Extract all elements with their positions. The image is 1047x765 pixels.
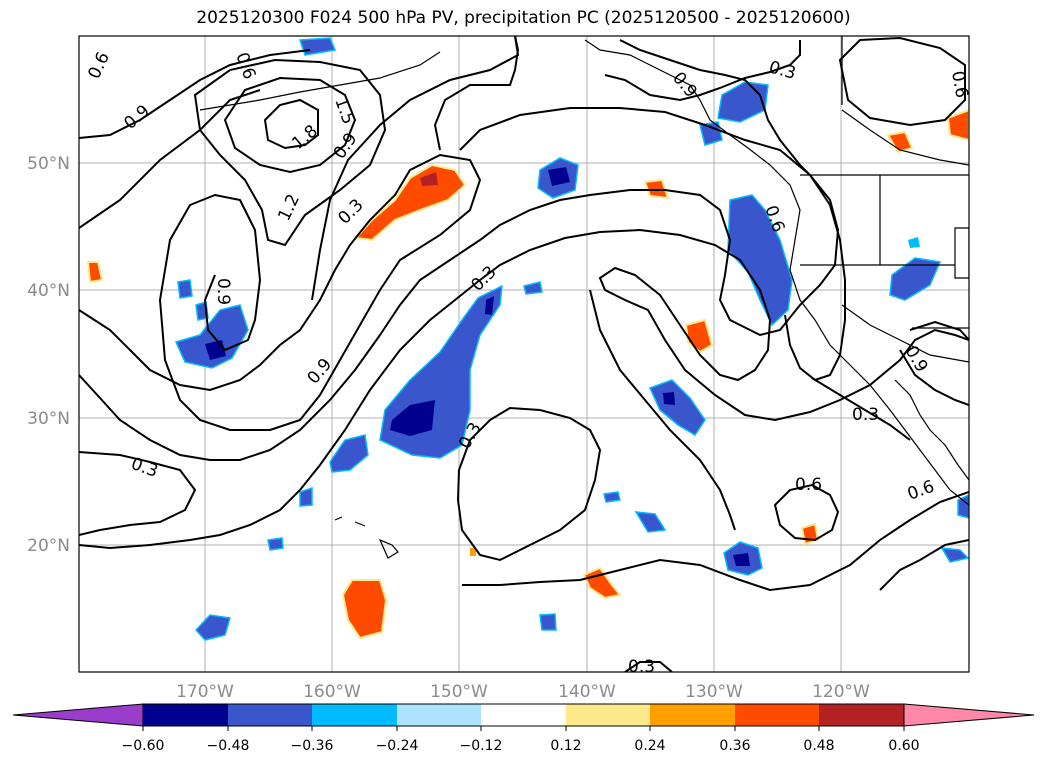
contour-label: 0.3 xyxy=(628,657,655,677)
contour-label: 0.9 xyxy=(213,278,233,305)
map-title: 2025120300 F024 500 hPa PV, precipitatio… xyxy=(196,8,851,28)
colorbar-tick-label: −0.60 xyxy=(122,738,165,754)
contour-label: 0.6 xyxy=(947,69,971,99)
colorbar-tick-marks xyxy=(142,726,905,731)
lat-label-40n: 40°N xyxy=(27,281,70,301)
colorbar: −0.60 −0.48 −0.36 −0.24 −0.12 0.12 0.24 … xyxy=(12,703,1035,754)
map-border xyxy=(78,35,970,673)
colorbar-segment xyxy=(143,704,228,726)
contour-label: 0.3 xyxy=(852,405,879,425)
colorbar-tick-label: 0.24 xyxy=(634,738,665,754)
colorbar-segment xyxy=(735,704,819,726)
colorbar-tick-label: 0.48 xyxy=(803,738,834,754)
latitude-labels: 50°N 40°N 30°N 20°N xyxy=(27,154,70,556)
colorbar-tick-label: −0.24 xyxy=(376,738,419,754)
colorbar-extend-low xyxy=(12,703,144,727)
lon-label-120w: 120°W xyxy=(812,682,870,702)
colorbar-segment xyxy=(312,704,397,726)
pv-contours xyxy=(79,36,969,672)
colorbar-segment xyxy=(481,704,566,726)
colorbar-frame xyxy=(142,703,905,727)
colorbar-tick-label: 0.60 xyxy=(888,738,919,754)
precip-positive-areas xyxy=(86,108,969,640)
colorbar-tick-label: 0.12 xyxy=(550,738,581,754)
lon-label-130w: 130°W xyxy=(685,682,743,702)
lon-label-150w: 150°W xyxy=(430,682,488,702)
lon-label-170w: 170°W xyxy=(176,682,234,702)
lat-label-50n: 50°N xyxy=(27,154,70,174)
longitude-labels: 170°W 160°W 150°W 140°W 130°W 120°W xyxy=(176,682,870,702)
colorbar-extend-high xyxy=(903,703,1035,727)
contour-label: 0.6 xyxy=(795,475,822,495)
lat-label-30n: 30°N xyxy=(27,409,70,429)
precip-negative-areas xyxy=(174,37,969,641)
colorbar-segment xyxy=(228,704,312,726)
colorbar-segment xyxy=(566,704,650,726)
colorbar-tick-label: 0.36 xyxy=(719,738,750,754)
lon-label-160w: 160°W xyxy=(303,682,361,702)
colorbar-segment xyxy=(650,704,735,726)
colorbar-tick-label: −0.36 xyxy=(291,738,334,754)
colorbar-tick-label: −0.12 xyxy=(460,738,503,754)
lat-label-20n: 20°N xyxy=(27,536,70,556)
colorbar-segment xyxy=(819,704,904,726)
lon-label-140w: 140°W xyxy=(558,682,616,702)
colorbar-segment xyxy=(397,704,481,726)
colorbar-tick-label: −0.48 xyxy=(207,738,250,754)
